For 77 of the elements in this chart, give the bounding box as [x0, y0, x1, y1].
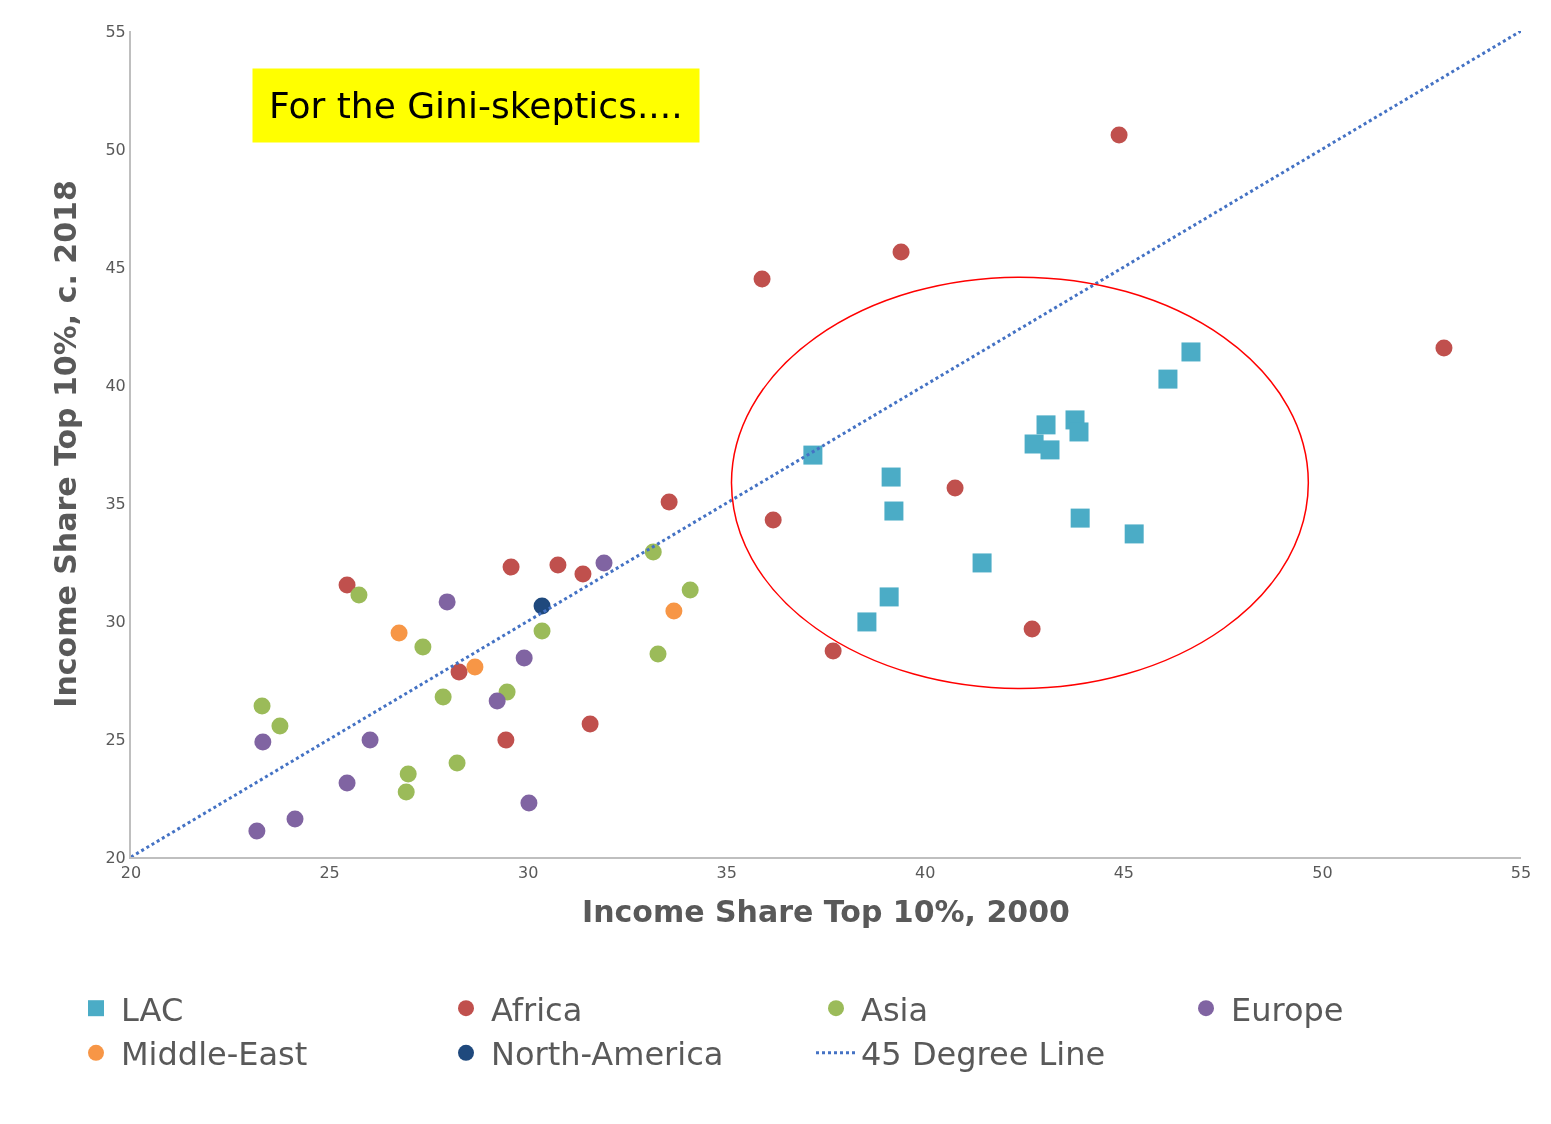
point: [488, 692, 506, 710]
point: [1023, 620, 1041, 638]
point: [946, 479, 964, 497]
y-tick-label: 30: [105, 611, 126, 631]
point: [438, 593, 456, 611]
point: [515, 649, 533, 667]
point: [879, 587, 899, 607]
point: [338, 774, 356, 792]
point: [581, 715, 599, 733]
y-tick-label: 35: [105, 493, 126, 513]
point: [549, 556, 567, 574]
point: [972, 553, 992, 573]
y-tick-label: 55: [105, 21, 126, 41]
x-tick-label: 55: [1510, 863, 1532, 883]
point: [892, 243, 910, 261]
point: [1069, 422, 1089, 442]
point: [397, 783, 415, 801]
point: [753, 270, 771, 288]
point: [595, 554, 613, 572]
point: [338, 576, 356, 594]
point: [881, 467, 901, 487]
legend-label: LAC: [121, 990, 184, 1029]
legend-label: Middle-East: [121, 1035, 308, 1074]
point: [399, 765, 417, 783]
point: [502, 558, 520, 576]
point: [649, 645, 667, 663]
point: [350, 586, 368, 604]
point: [254, 733, 272, 751]
point: [681, 581, 699, 599]
legend-label: 45 Degree Line: [861, 1035, 1106, 1074]
point: [803, 445, 823, 465]
point: [286, 810, 304, 828]
point: [764, 511, 782, 529]
point: [450, 663, 468, 681]
point: [824, 642, 842, 660]
legend-label: North-America: [491, 1035, 724, 1074]
point: [1040, 440, 1060, 460]
y-tick-label: 25: [105, 729, 126, 749]
y-tick-label: 40: [105, 375, 126, 395]
point: [248, 822, 266, 840]
point: [414, 638, 432, 656]
point: [520, 794, 538, 812]
point: [1158, 369, 1178, 389]
y-axis-title: Income Share Top 10%, c. 2018: [47, 180, 83, 708]
point: [857, 612, 877, 632]
point: [497, 731, 515, 749]
point: [253, 697, 271, 715]
point: [1070, 508, 1090, 528]
point: [533, 622, 551, 640]
legend-label: Africa: [491, 990, 583, 1029]
point: [448, 754, 466, 772]
x-tick-label: 25: [319, 863, 340, 883]
point: [1124, 524, 1144, 544]
x-tick-label: 40: [915, 863, 936, 883]
x-tick-label: 50: [1312, 863, 1333, 883]
legend-label: Asia: [861, 990, 929, 1029]
y-tick-label: 45: [105, 257, 126, 277]
x-tick-label: 35: [716, 863, 737, 883]
point: [434, 688, 452, 706]
x-tick-label: 45: [1113, 863, 1135, 883]
x-axis-title: Income Share Top 10%, 2000: [582, 894, 1070, 930]
point: [665, 602, 683, 620]
point: [1110, 126, 1128, 144]
point: [660, 493, 678, 511]
legend-label: Europe: [1231, 990, 1344, 1029]
point: [361, 731, 379, 749]
point: [390, 624, 408, 642]
point: [1435, 339, 1453, 357]
point: [1181, 342, 1201, 362]
point: [271, 717, 289, 735]
point: [466, 658, 484, 676]
point: [574, 565, 592, 583]
point: [1036, 415, 1056, 435]
text: For the Gini-skeptics....: [269, 85, 683, 126]
point: [884, 501, 904, 521]
x-tick-label: 30: [517, 863, 539, 883]
y-tick-label: 50: [105, 139, 126, 159]
